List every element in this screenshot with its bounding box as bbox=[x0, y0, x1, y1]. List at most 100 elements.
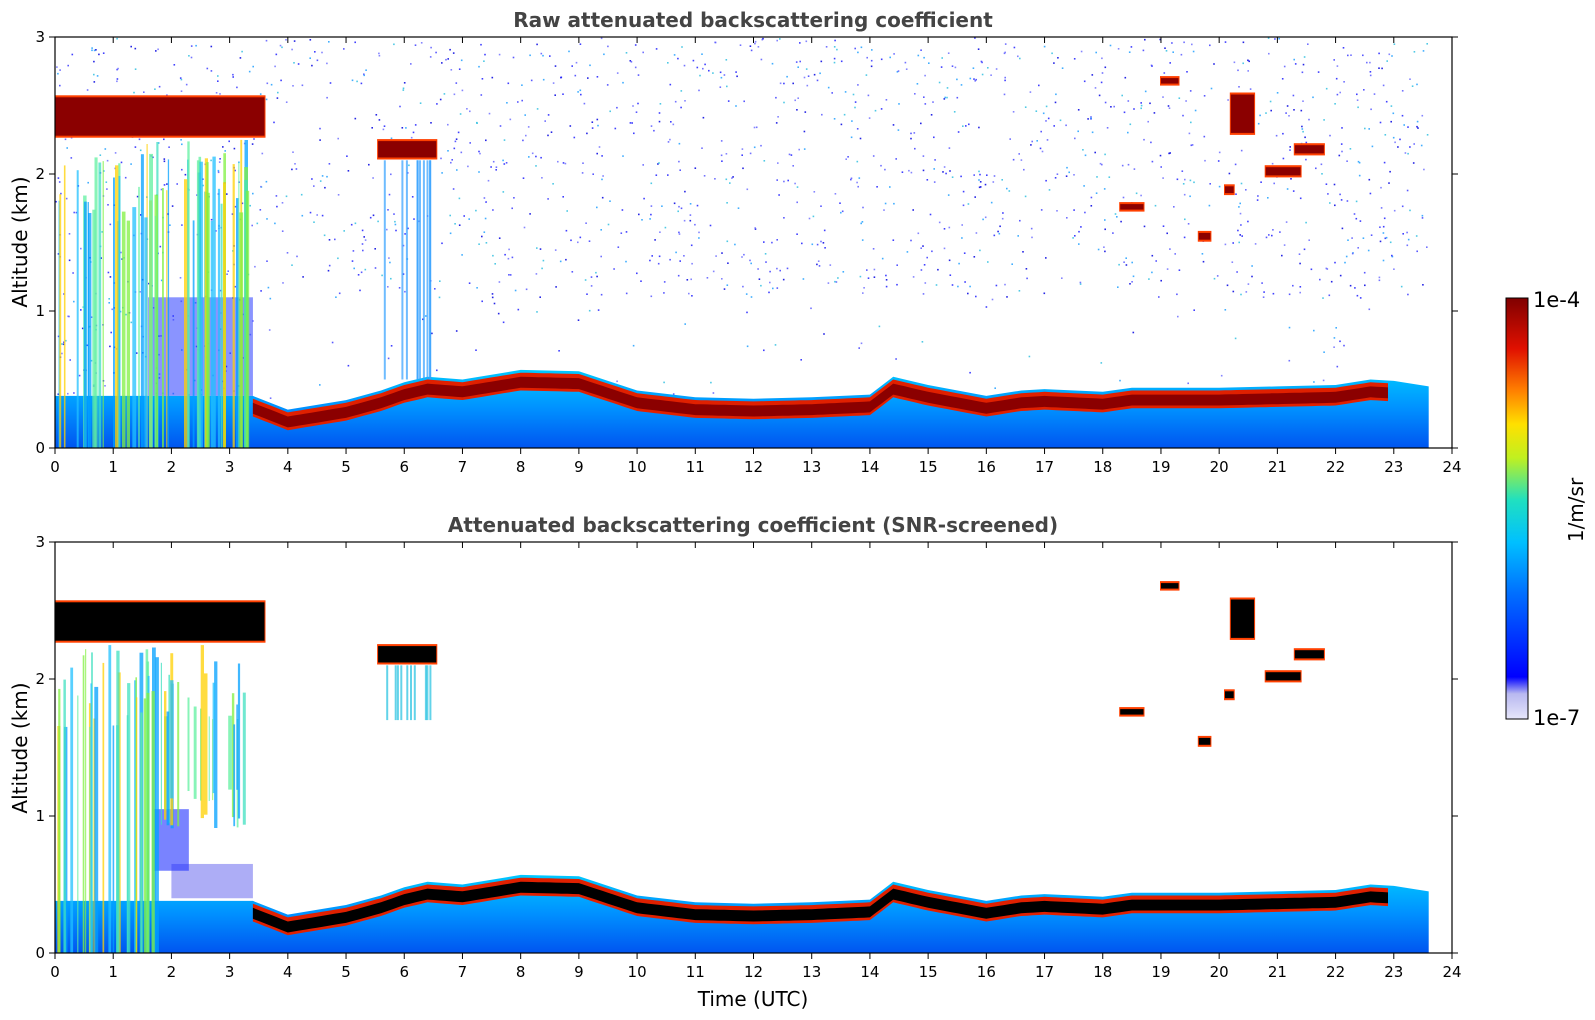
noise-speck bbox=[622, 155, 624, 157]
noise-speck bbox=[842, 271, 845, 273]
x-tick-label: 14 bbox=[860, 458, 879, 476]
noise-speck bbox=[441, 242, 443, 245]
noise-speck bbox=[1127, 100, 1130, 102]
noise-speck bbox=[670, 121, 672, 123]
noise-speck bbox=[1180, 53, 1183, 56]
noise-speck bbox=[943, 228, 946, 230]
noise-speck bbox=[139, 291, 141, 293]
noise-speck bbox=[116, 37, 118, 40]
noise-speck bbox=[701, 53, 703, 55]
noise-speck bbox=[1420, 144, 1423, 147]
noise-speck bbox=[158, 85, 161, 88]
noise-speck bbox=[1072, 237, 1074, 239]
noise-speck bbox=[777, 116, 779, 118]
noise-speck bbox=[1169, 248, 1171, 250]
noise-speck bbox=[1286, 188, 1289, 190]
noise-speck bbox=[637, 102, 639, 105]
cloud-layer bbox=[1230, 94, 1255, 133]
noise-speck bbox=[968, 123, 970, 126]
noise-speck bbox=[1104, 219, 1106, 221]
noise-speck bbox=[1366, 61, 1368, 64]
noise-speck bbox=[920, 122, 922, 125]
noise-speck bbox=[987, 67, 989, 69]
precipitation-streak bbox=[108, 645, 112, 953]
noise-speck bbox=[1249, 88, 1252, 90]
noise-speck bbox=[973, 174, 975, 176]
noise-speck bbox=[1382, 225, 1385, 228]
noise-speck bbox=[1133, 108, 1135, 110]
noise-speck bbox=[1347, 54, 1349, 57]
noise-speck bbox=[1247, 283, 1250, 285]
noise-speck bbox=[1273, 182, 1275, 185]
x-tick-label: 2 bbox=[167, 458, 177, 476]
noise-speck bbox=[634, 44, 637, 46]
noise-speck bbox=[937, 268, 939, 271]
noise-speck bbox=[1053, 62, 1055, 64]
noise-speck bbox=[1083, 80, 1086, 83]
noise-speck bbox=[1260, 181, 1262, 183]
noise-speck bbox=[453, 93, 456, 96]
noise-speck bbox=[107, 204, 109, 206]
noise-speck bbox=[441, 172, 443, 174]
noise-speck bbox=[669, 83, 672, 86]
noise-speck bbox=[163, 158, 166, 160]
noise-speck bbox=[1303, 248, 1306, 251]
noise-speck bbox=[1124, 76, 1127, 79]
noise-speck bbox=[600, 255, 602, 258]
noise-speck bbox=[56, 66, 58, 68]
noise-speck bbox=[557, 160, 559, 163]
noise-speck bbox=[586, 132, 588, 135]
noise-speck bbox=[1240, 293, 1242, 296]
noise-speck bbox=[1325, 87, 1328, 90]
noise-speck bbox=[892, 239, 895, 241]
noise-speck bbox=[71, 53, 74, 56]
noise-speck bbox=[506, 102, 508, 104]
noise-speck bbox=[1406, 244, 1409, 247]
noise-speck bbox=[704, 63, 706, 66]
x-tick-label: 17 bbox=[1035, 963, 1054, 981]
precipitation-streak bbox=[419, 160, 421, 380]
noise-speck bbox=[458, 197, 461, 200]
noise-speck bbox=[321, 175, 324, 177]
noise-speck bbox=[1294, 63, 1297, 65]
noise-speck bbox=[206, 67, 209, 70]
noise-speck bbox=[1129, 283, 1131, 285]
noise-speck bbox=[281, 230, 284, 232]
noise-speck bbox=[575, 61, 578, 64]
x-tick-label: 12 bbox=[744, 458, 763, 476]
noise-speck bbox=[134, 146, 137, 148]
noise-speck bbox=[920, 49, 922, 51]
noise-speck bbox=[799, 42, 801, 44]
x-tick-label: 4 bbox=[283, 963, 293, 981]
noise-speck bbox=[1276, 92, 1279, 94]
noise-speck bbox=[351, 260, 354, 262]
noise-speck bbox=[979, 173, 981, 176]
noise-speck bbox=[1144, 90, 1147, 93]
precipitation-streak bbox=[59, 194, 62, 448]
noise-speck bbox=[741, 148, 744, 150]
noise-speck bbox=[1169, 152, 1171, 154]
noise-speck bbox=[478, 171, 480, 173]
noise-speck bbox=[555, 286, 557, 288]
noise-speck bbox=[1241, 235, 1243, 237]
noise-speck bbox=[878, 325, 881, 328]
noise-speck bbox=[492, 209, 494, 211]
noise-speck bbox=[455, 82, 458, 84]
noise-speck bbox=[512, 56, 515, 59]
noise-speck bbox=[363, 236, 365, 238]
noise-speck bbox=[851, 120, 853, 122]
noise-speck bbox=[554, 249, 557, 251]
noise-speck bbox=[1356, 294, 1359, 297]
noise-speck bbox=[562, 162, 565, 164]
noise-speck bbox=[404, 290, 406, 293]
noise-speck bbox=[1355, 217, 1358, 220]
x-tick-label: 20 bbox=[1210, 458, 1229, 476]
noise-speck bbox=[573, 136, 576, 139]
noise-speck bbox=[754, 40, 757, 43]
noise-speck bbox=[1151, 160, 1154, 163]
noise-speck bbox=[1406, 189, 1409, 192]
noise-speck bbox=[696, 66, 699, 69]
noise-speck bbox=[953, 111, 956, 113]
precipitation-streak bbox=[212, 682, 215, 794]
